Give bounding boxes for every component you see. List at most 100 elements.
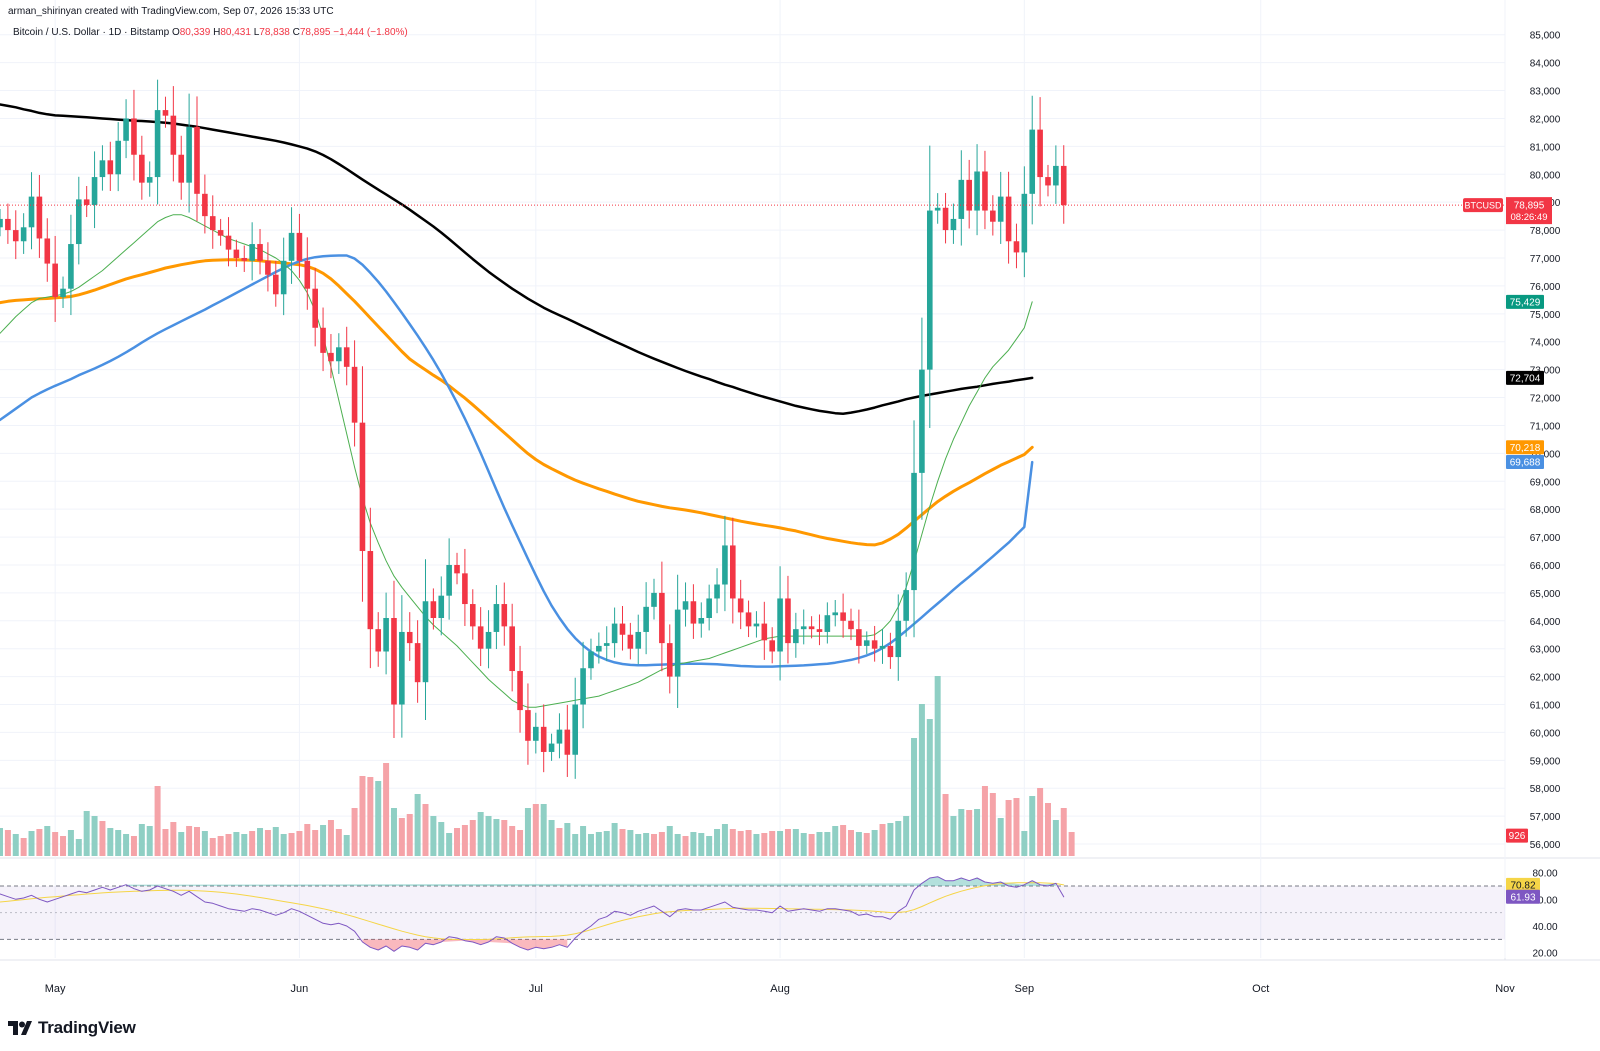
volume-bar xyxy=(777,831,784,856)
candle-body xyxy=(493,604,500,632)
volume-bar xyxy=(359,776,366,856)
countdown-value: 08:26:49 xyxy=(1511,212,1548,223)
volume-bar xyxy=(611,823,618,856)
volume-bar xyxy=(438,822,445,856)
volume-bar xyxy=(524,808,531,856)
symbol-title: Bitcoin / U.S. Dollar · 1D · Bitstamp xyxy=(13,27,170,38)
volume-bar xyxy=(170,822,177,856)
time-axis[interactable]: May Jun Jul Aug Sep Oct Nov xyxy=(45,983,1516,995)
time-tick-label: Aug xyxy=(770,983,790,995)
price-tick-label: 61,000 xyxy=(1530,701,1561,712)
candle-body xyxy=(1021,193,1028,253)
candle-body xyxy=(903,590,909,621)
volume-bar xyxy=(895,821,902,856)
volume-bar xyxy=(855,832,862,856)
price-tick-label: 58,000 xyxy=(1530,784,1561,795)
volume-bar xyxy=(99,821,106,856)
volume-bar xyxy=(1052,820,1059,856)
volume-bar xyxy=(469,820,476,856)
symbol-tag-text: BTCUSD xyxy=(1464,201,1502,211)
volume-bar xyxy=(540,804,547,856)
volume-value-tag xyxy=(1506,828,1528,843)
candle-body xyxy=(328,352,334,362)
volume-bar xyxy=(887,823,894,856)
volume-bar xyxy=(958,809,965,856)
candle-body xyxy=(343,347,350,367)
volume-bar xyxy=(343,835,350,856)
volume-bar xyxy=(115,830,122,856)
volume-bar xyxy=(0,828,3,856)
volume-bar xyxy=(816,832,823,856)
ma-value-tag xyxy=(1506,370,1544,385)
candle-body xyxy=(383,618,389,652)
candle-body xyxy=(958,179,965,219)
volume-bar xyxy=(83,811,90,856)
candle-body xyxy=(296,232,303,261)
volume-bar xyxy=(595,832,602,856)
symbol-tag xyxy=(1463,198,1503,213)
candle-body xyxy=(75,199,82,245)
candle-body xyxy=(769,640,775,652)
volume-bar xyxy=(52,832,59,856)
candle-body xyxy=(572,704,579,755)
volume-bar xyxy=(296,831,303,856)
tradingview-logo[interactable]: TradingView xyxy=(8,1018,136,1038)
candle-body xyxy=(793,629,799,644)
volume-bar xyxy=(974,809,981,856)
rsi-value-tag xyxy=(1506,877,1540,892)
volume-bar xyxy=(840,825,847,856)
candle-body xyxy=(619,623,626,635)
candle-body xyxy=(52,263,58,298)
candle-body xyxy=(666,643,673,677)
candle-body xyxy=(1037,129,1043,178)
candle-body xyxy=(430,601,437,618)
candle-body xyxy=(990,210,996,222)
candle-body xyxy=(139,154,145,183)
candle-body xyxy=(304,260,311,289)
candle-body xyxy=(162,110,169,116)
moving-averages xyxy=(0,103,1034,708)
candle-body xyxy=(501,604,508,627)
price-tick-label: 80,000 xyxy=(1530,170,1561,181)
price-tick-label: 82,000 xyxy=(1530,114,1561,125)
volume-bar xyxy=(698,833,705,856)
price-tick-label: 59,000 xyxy=(1530,756,1561,767)
volume-bar xyxy=(44,826,51,856)
volume-bar xyxy=(666,826,673,856)
volume-bar xyxy=(942,794,949,856)
volume-bar xyxy=(706,836,713,856)
volume-bar xyxy=(517,830,524,856)
candle-body xyxy=(5,218,11,231)
candle-body xyxy=(1005,196,1012,242)
volume-bar xyxy=(1044,803,1051,856)
volume-bar xyxy=(1005,800,1012,856)
volume-bar xyxy=(493,819,500,856)
volume-bar xyxy=(312,830,319,856)
volume-bar xyxy=(926,719,933,856)
rsi-value-tag xyxy=(1506,889,1540,904)
volume-bar xyxy=(769,831,776,856)
volume-bar xyxy=(138,824,145,856)
volume-bar xyxy=(1060,808,1067,856)
volume-bar xyxy=(477,812,484,856)
price-tick-label: 69,000 xyxy=(1530,477,1561,488)
ohlc-low-value: 78,838 xyxy=(259,27,290,38)
price-axis[interactable]: 56,000 57,000 58,000 59,000 60,000 61,000 62,0… xyxy=(1530,31,1561,960)
candle-body xyxy=(761,623,768,641)
volume-bar xyxy=(863,833,870,856)
volume-bar xyxy=(383,763,390,856)
volume-bar xyxy=(753,834,760,856)
candle-body xyxy=(438,595,445,618)
volume-bar xyxy=(233,832,240,856)
time-tick-label: Nov xyxy=(1495,983,1515,995)
candle-body xyxy=(588,651,594,669)
candle-body xyxy=(265,260,271,275)
candle-body xyxy=(280,260,287,295)
candle-body xyxy=(36,196,43,239)
candle-body xyxy=(682,601,689,610)
volume-bar xyxy=(12,834,19,856)
candle-body xyxy=(745,612,752,627)
candle-body xyxy=(674,609,681,677)
candle-body xyxy=(934,207,941,211)
